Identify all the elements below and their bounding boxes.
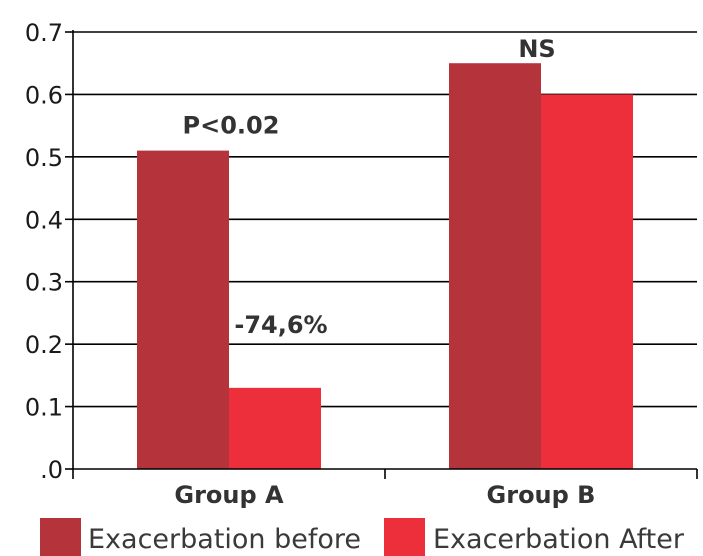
x-tick-label: Group B	[487, 481, 596, 509]
bar	[137, 150, 229, 469]
y-tick-label: 0.5	[25, 144, 63, 172]
legend-swatch	[384, 518, 425, 556]
y-tick-label: 0.7	[25, 19, 63, 47]
bar	[229, 387, 321, 469]
legend-label: Exacerbation before	[88, 524, 361, 555]
x-tick-label: Group A	[174, 481, 284, 509]
y-tick-label: 0.6	[25, 81, 63, 109]
annotation-label: P<0.02	[183, 112, 280, 140]
annotation-label: -74,6%	[234, 311, 327, 339]
axes	[65, 30, 698, 479]
y-tick-label: .0	[40, 456, 63, 484]
y-tick-label: 0.4	[25, 206, 63, 234]
bar	[541, 94, 633, 469]
labels: .0 0.1 0.2 0.3 0.4 0.5 0.6 0.7 Group A Group B P<0…	[25, 19, 596, 509]
legend: Exacerbation before Exacerbation After	[40, 518, 685, 556]
annotation-label: NS	[518, 35, 555, 63]
y-tick-label: 0.2	[25, 331, 63, 359]
legend-swatch	[40, 518, 81, 556]
legend-label: Exacerbation After	[433, 524, 685, 555]
y-tick-label: 0.3	[25, 269, 63, 297]
y-tick-label: 0.1	[25, 394, 63, 422]
bar	[449, 63, 541, 469]
bars	[137, 63, 633, 469]
